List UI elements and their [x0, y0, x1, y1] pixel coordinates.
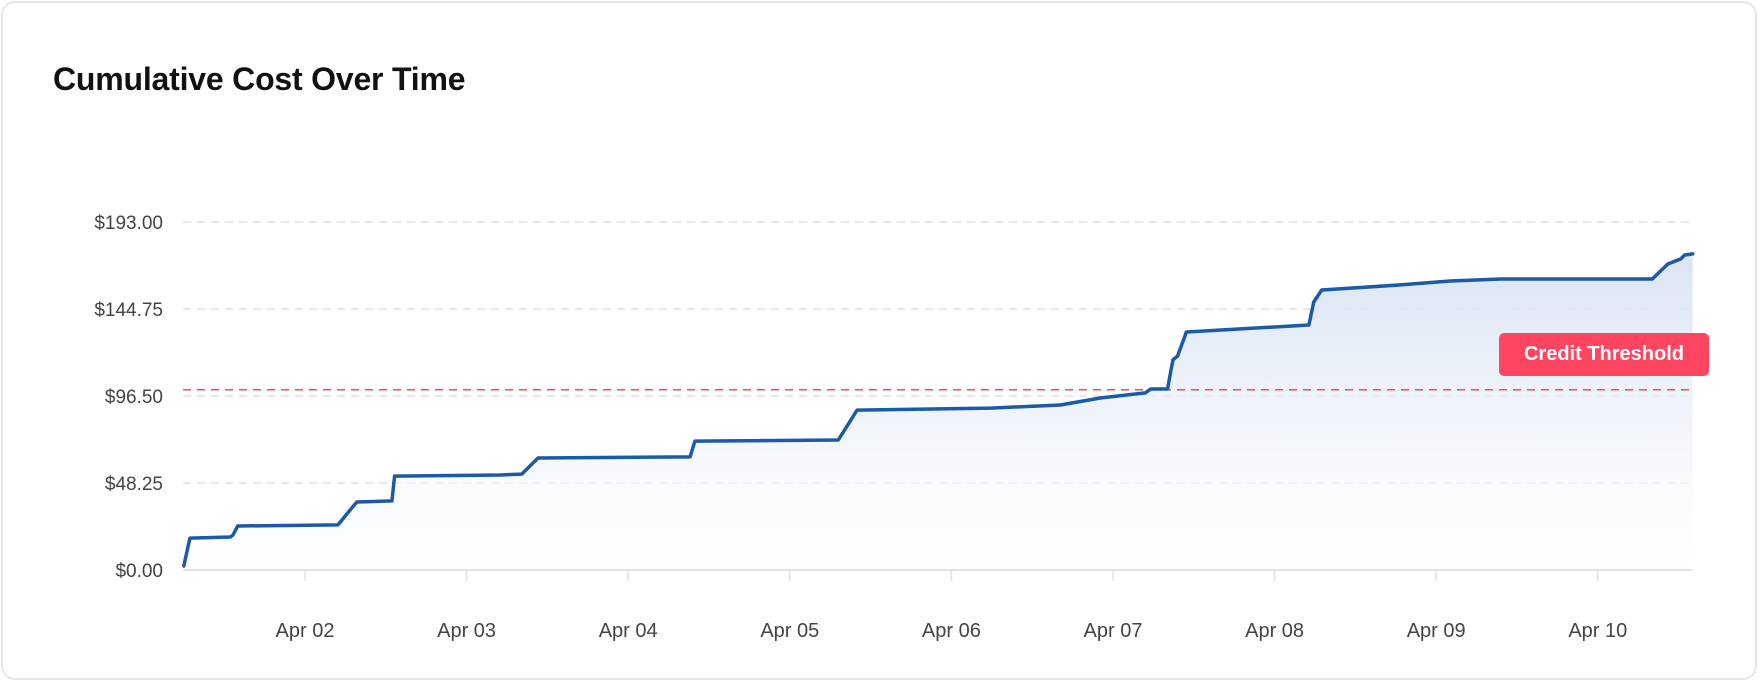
x-axis-ticks: Apr 02 Apr 03 Apr 04 Apr 05 Apr 06 Apr 07 Apr …	[276, 570, 1627, 642]
x-tick-label: Apr 05	[760, 620, 819, 642]
cost-line[interactable]	[182, 252, 1695, 568]
area-fill	[183, 253, 1693, 570]
x-tick-label: Apr 10	[1568, 620, 1627, 642]
y-tick-label: $48.25	[105, 474, 163, 495]
y-tick-label: $144.75	[94, 300, 163, 321]
x-tick-label: Apr 08	[1245, 620, 1304, 642]
x-tick-label: Apr 09	[1407, 620, 1466, 642]
chart-title: Cumulative Cost Over Time	[53, 61, 466, 97]
y-tick-label: $193.00	[94, 213, 163, 234]
y-tick-label: $0.00	[115, 561, 163, 582]
y-tick-label: $96.50	[105, 387, 163, 408]
y-axis-labels: $0.00 $48.25 $96.50 $144.75 $193.00	[94, 213, 163, 582]
x-tick-label: Apr 06	[922, 620, 981, 642]
credit-threshold-label: Credit Threshold	[1499, 333, 1709, 376]
x-tick-label: Apr 07	[1084, 620, 1143, 642]
x-tick-label: Apr 02	[276, 620, 335, 642]
x-tick-label: Apr 03	[437, 620, 496, 642]
x-tick-label: Apr 04	[599, 620, 658, 642]
